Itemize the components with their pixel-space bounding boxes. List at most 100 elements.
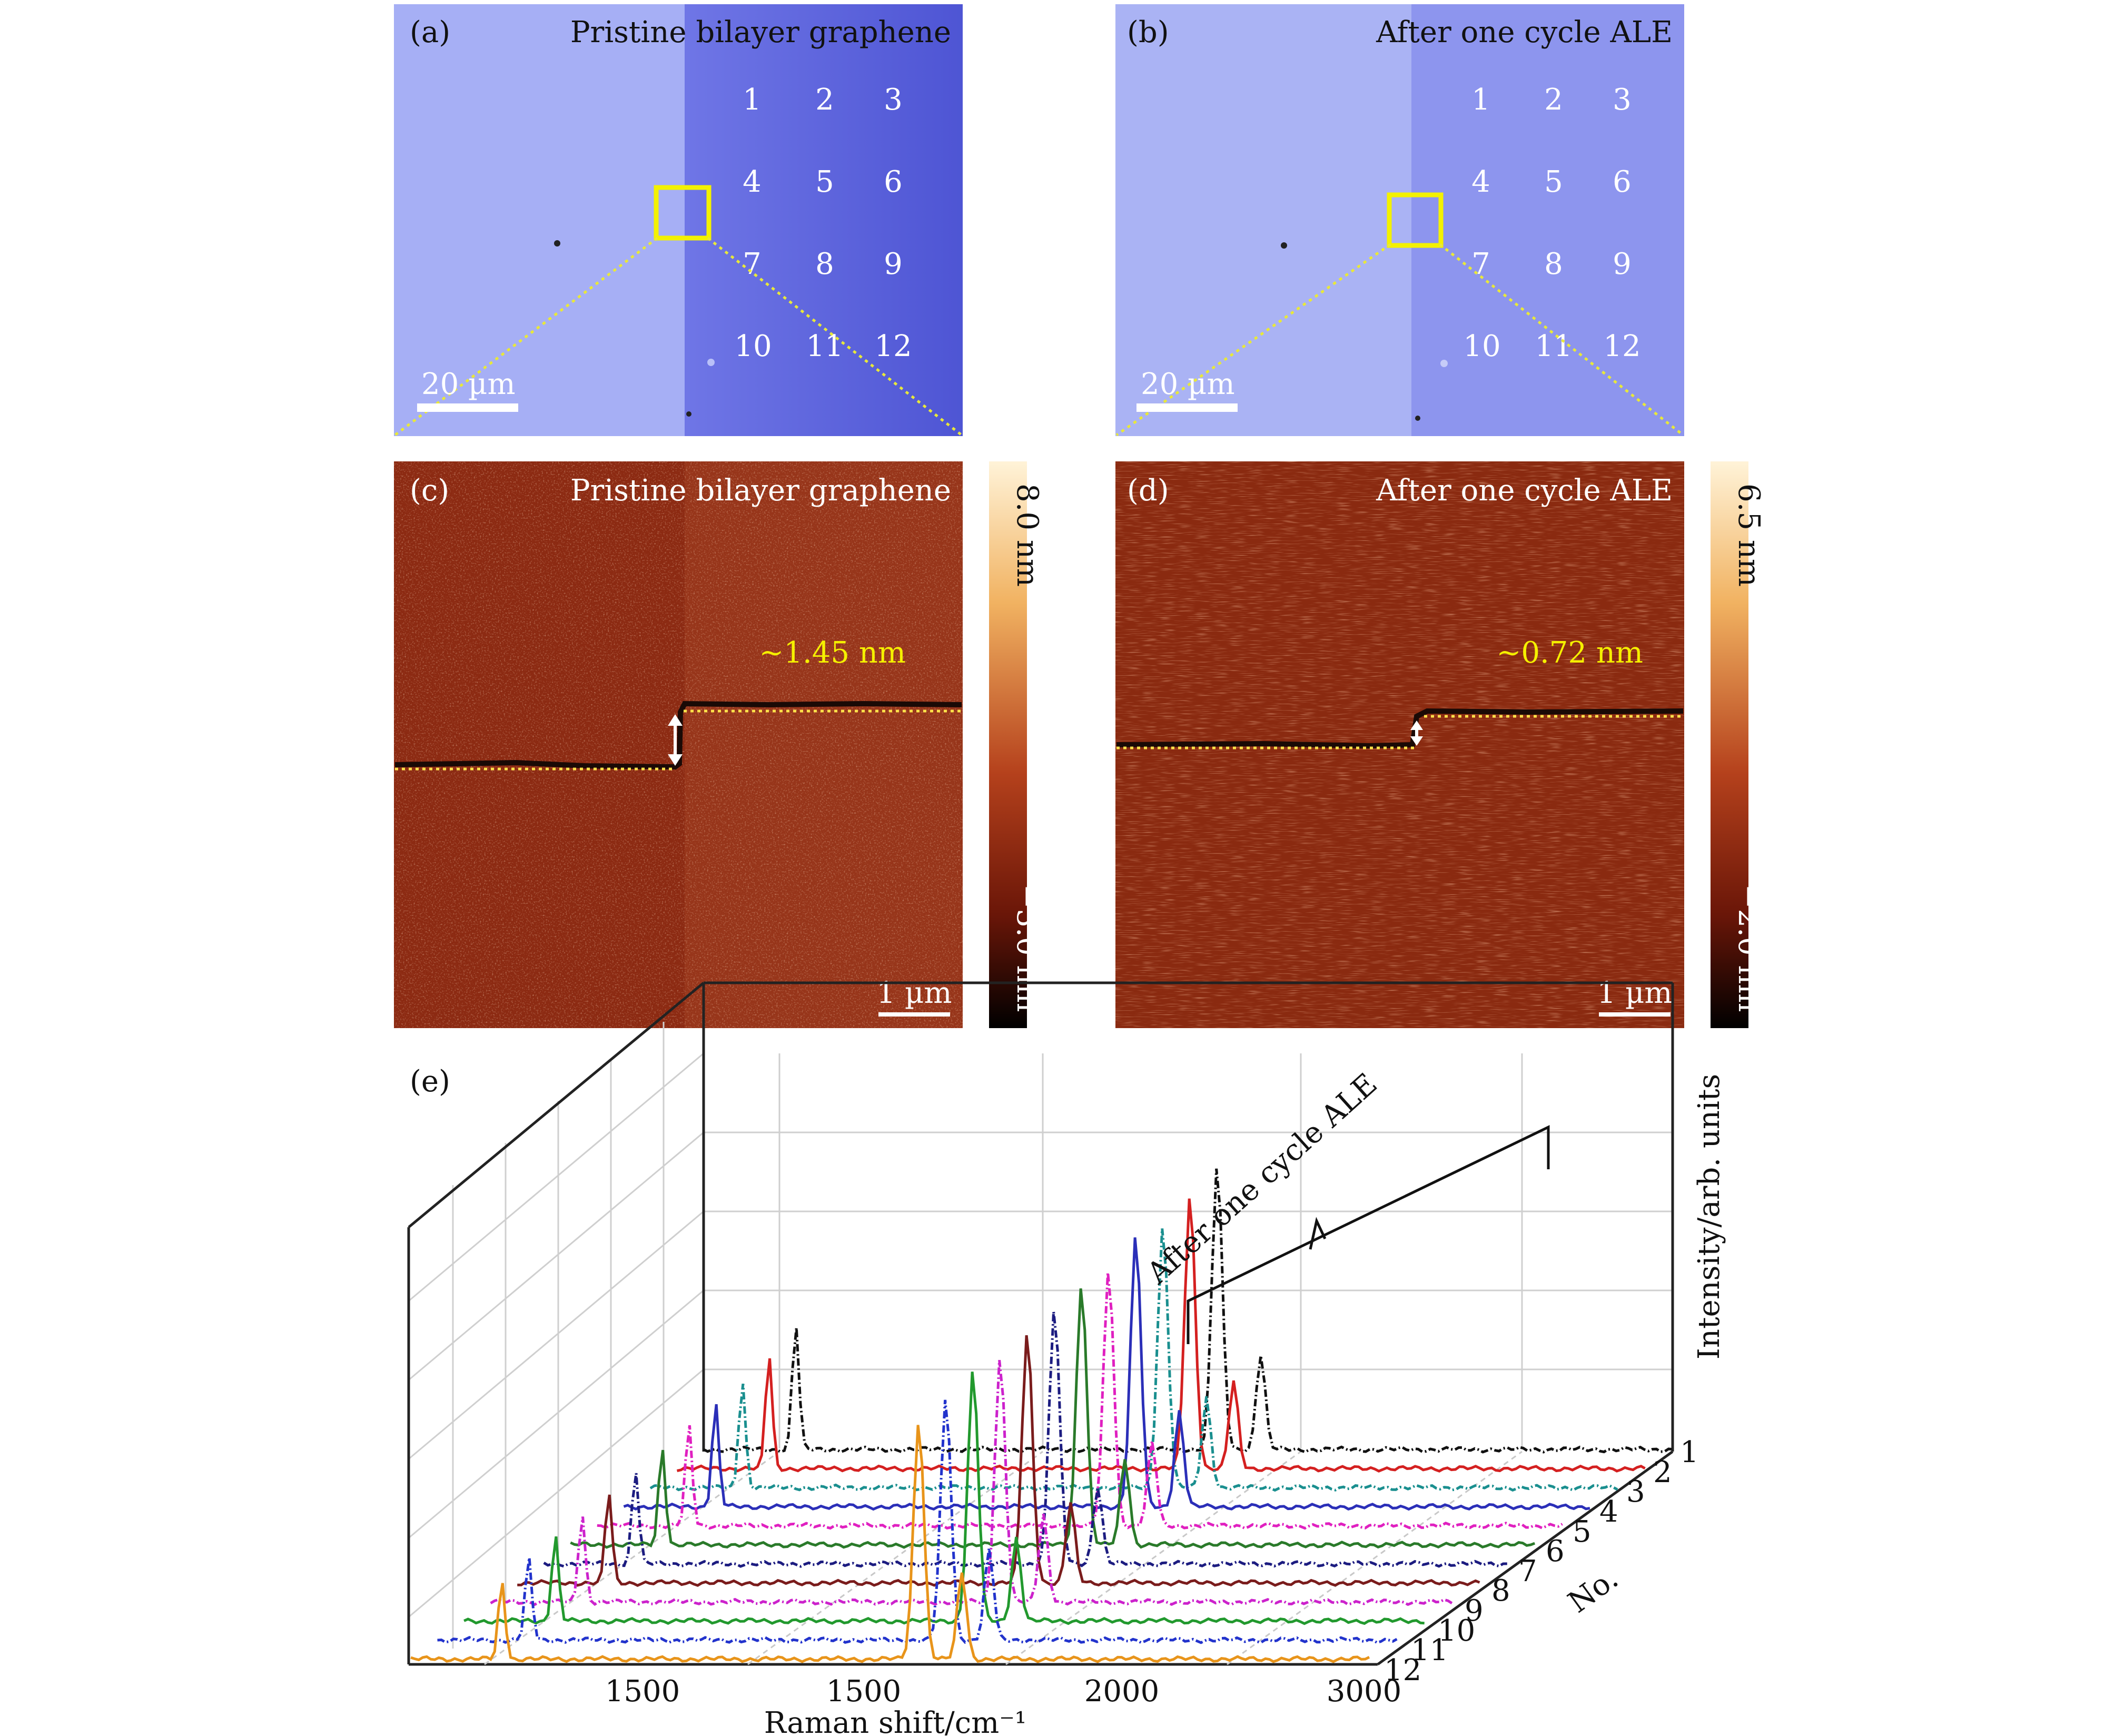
dust-spot <box>1440 360 1448 367</box>
step-height-label: ~0.72 nm <box>1496 636 1643 670</box>
point-label: 1 <box>743 83 762 117</box>
point-grid-a: 1 2 3 4 5 6 7 8 9 10 11 12 <box>734 83 912 363</box>
point-label: 3 <box>1613 83 1632 117</box>
flake-region-a <box>685 4 963 436</box>
z-tick-label: 7 <box>1518 1554 1537 1589</box>
spectrum-8 <box>517 1335 1480 1587</box>
z-tick-label: 9 <box>1465 1594 1484 1628</box>
spectrum-9 <box>490 1360 1453 1606</box>
point-label: 8 <box>1544 247 1563 281</box>
spectrum-6 <box>570 1288 1536 1549</box>
panel-label-a: (a) <box>410 15 450 50</box>
annotation-bracket <box>1187 1125 1550 1344</box>
point-label: 4 <box>743 165 762 199</box>
point-label: 6 <box>884 165 903 199</box>
point-label: 2 <box>815 83 834 117</box>
height-profile <box>1116 708 1684 749</box>
y-axis-title: Intensity/arb. units <box>1692 1074 1726 1359</box>
point-label: 7 <box>1471 247 1490 281</box>
dust-spot <box>554 240 560 246</box>
point-label: 7 <box>743 247 762 281</box>
point-label: 11 <box>806 329 843 363</box>
scale-bar-label: 1 µm <box>1597 976 1673 1010</box>
scale-bar-label: 20 µm <box>1141 367 1235 401</box>
dust-spot <box>1415 416 1420 421</box>
back-wall-grid <box>704 1053 1673 1448</box>
point-label: 12 <box>1603 329 1640 363</box>
panel-e: After one cycle ALE (e) 1500 1500 2000 3… <box>407 981 1726 1736</box>
point-grid-b: 1 2 3 4 5 6 7 8 9 10 11 12 <box>1463 83 1640 363</box>
point-label: 1 <box>1471 83 1490 117</box>
zoom-guide-line <box>394 237 658 436</box>
colorbar-d <box>1711 461 1748 1028</box>
colorbar-min: −2.0 nm <box>1732 884 1766 1012</box>
point-label: 4 <box>1471 165 1490 199</box>
panel-c: (c) Pristine bilayer graphene ~1.45 nm 1… <box>394 461 1044 1028</box>
step-arrow-heads <box>668 714 683 766</box>
spectrum-7 <box>543 1311 1507 1568</box>
spectrum-3 <box>649 1228 1618 1492</box>
z-tick-label: 12 <box>1384 1653 1421 1688</box>
panel-title-b: After one cycle ALE <box>1376 15 1673 50</box>
z-tick-label: 3 <box>1626 1475 1645 1509</box>
z-tick-label: 5 <box>1573 1515 1592 1549</box>
z-tick-label: 2 <box>1653 1455 1672 1490</box>
panel-label-e: (e) <box>410 1064 450 1099</box>
x-tick-label: 3000 <box>1327 1674 1402 1709</box>
z-tick-label: 6 <box>1546 1534 1565 1569</box>
point-label: 11 <box>1535 329 1572 363</box>
annotation-bracket-tip <box>1309 1217 1327 1250</box>
colorbar-min: −3.0 nm <box>1010 884 1044 1012</box>
point-label: 2 <box>1544 83 1563 117</box>
height-profile <box>394 701 962 770</box>
x-axis-title: Raman shift/cm⁻¹ <box>764 1706 1026 1736</box>
point-label: 12 <box>874 329 912 363</box>
dust-spot <box>707 359 715 366</box>
spectrum-12 <box>410 1425 1370 1663</box>
x-tick-label: 2000 <box>1084 1674 1160 1709</box>
dust-spot <box>1281 242 1287 249</box>
z-axis-title: No. <box>1562 1561 1625 1620</box>
step-height-label: ~1.45 nm <box>759 636 906 670</box>
point-label: 9 <box>1613 247 1632 281</box>
x-tick-label: 1500 <box>826 1674 902 1709</box>
point-label: 5 <box>815 165 834 199</box>
axes-frame <box>407 981 1674 1666</box>
left-wall-grid <box>408 1022 704 1649</box>
step-arrow-heads <box>1410 721 1423 746</box>
panel-title-d: After one cycle ALE <box>1376 474 1673 508</box>
z-tick-label: 8 <box>1491 1574 1510 1608</box>
panel-label-c: (c) <box>410 474 449 508</box>
point-label: 5 <box>1544 165 1563 199</box>
zoom-box <box>1387 192 1444 248</box>
floor-grid <box>484 1451 1523 1665</box>
colorbar-max: 8.0 nm <box>1010 484 1044 587</box>
spectrum-4 <box>623 1237 1590 1511</box>
panel-d: (d) After one cycle ALE ~0.72 nm 1 µm 6.… <box>1115 461 1766 1028</box>
zoom-guide-line <box>707 237 963 436</box>
scale-bar <box>1136 403 1238 412</box>
z-tick-label: 4 <box>1599 1495 1618 1529</box>
scale-bar <box>417 403 518 412</box>
point-label: 8 <box>815 247 834 281</box>
panel-b: (b) After one cycle ALE 1 2 3 4 5 6 7 8 … <box>1115 4 1684 437</box>
point-label: 9 <box>884 247 903 281</box>
spectrum-11 <box>437 1399 1398 1644</box>
spectrum-2 <box>676 1198 1646 1473</box>
z-tick-label: 11 <box>1411 1633 1448 1668</box>
panel-label-d: (d) <box>1127 474 1169 508</box>
spectrum-10 <box>463 1372 1425 1625</box>
point-label: 10 <box>1463 329 1500 363</box>
scale-bar-label: 20 µm <box>421 367 516 401</box>
panel-title-c: Pristine bilayer graphene <box>570 474 951 508</box>
panel-title-a: Pristine bilayer graphene <box>570 15 951 50</box>
scale-bar <box>1599 1012 1671 1017</box>
panel-label-b: (b) <box>1127 15 1169 50</box>
x-tick-label: 1500 <box>605 1674 680 1709</box>
scale-bar-label: 1 µm <box>877 976 952 1010</box>
point-label: 6 <box>1613 165 1632 199</box>
flake-region-b <box>1411 4 1684 436</box>
panel-a: (a) Pristine bilayer graphene 1 2 3 4 5 … <box>394 4 963 436</box>
